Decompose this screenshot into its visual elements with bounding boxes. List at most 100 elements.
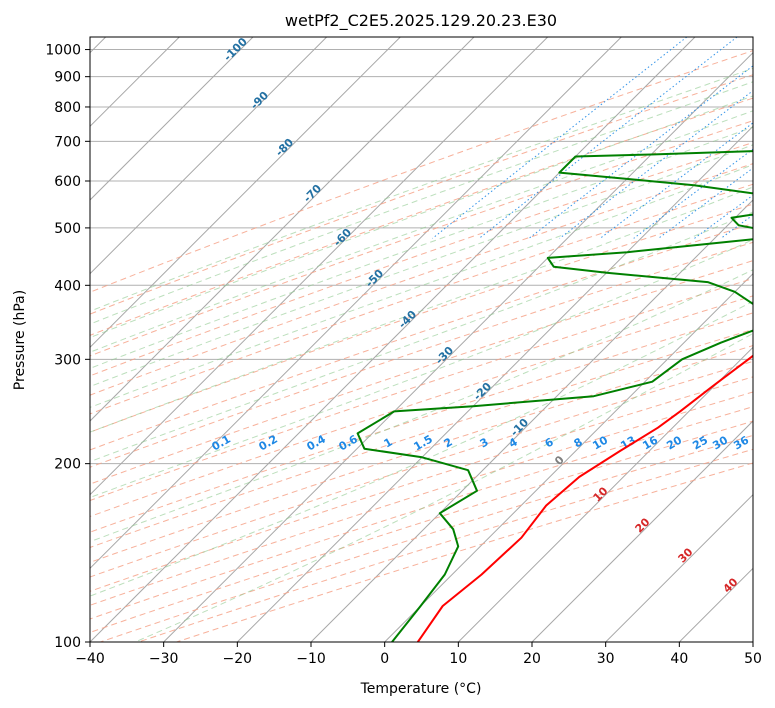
mixing-ratio-line <box>478 37 738 239</box>
y-axis-ticks: 100 200 300 400 500 600 700 800 900 1000 <box>45 43 90 651</box>
dry-adiabat-label: 0 <box>552 453 567 468</box>
dry-adiabat-line <box>90 50 753 293</box>
dry-adiabat-line <box>90 141 753 377</box>
x-tick-label: 50 <box>744 651 762 667</box>
x-tick-label: −30 <box>149 651 179 667</box>
dry-adiabat-line <box>90 183 753 415</box>
dry-adiabat-line <box>90 295 753 518</box>
skewed-isotherms <box>90 37 753 642</box>
dry-adiabat-line <box>90 163 753 396</box>
isotherm-line <box>90 37 475 422</box>
mixing-ratio-line <box>720 214 753 239</box>
plot-frame <box>89 36 754 643</box>
dry-adiabat-label: 20 <box>633 515 653 535</box>
moist-adiabat-line <box>90 95 753 339</box>
dry-adiabat-line <box>90 420 753 633</box>
dry-adiabat-label: 40 <box>721 575 741 595</box>
x-tick-label: −40 <box>75 651 105 667</box>
dry-adiabat-line <box>90 391 753 606</box>
y-tick-label: 900 <box>54 70 81 86</box>
mixing-ratio-label: 25 <box>690 434 710 453</box>
mixing-ratio-label: 2 <box>442 435 455 450</box>
moist-adiabats <box>90 67 753 642</box>
mixing-ratio-label: 36 <box>731 433 751 452</box>
isotherm-line <box>531 420 753 642</box>
moist-adiabat-line <box>134 332 753 642</box>
x-tick-label: 30 <box>597 651 615 667</box>
isotherm-line <box>90 37 549 496</box>
moist-adiabat-line <box>90 300 753 597</box>
dry-adiabat-label: -20 <box>471 380 494 403</box>
dry-adiabat-label: -90 <box>248 89 271 112</box>
dry-adiabat-line <box>100 434 753 642</box>
y-tick-label: 400 <box>54 278 81 294</box>
dry-adiabat-line <box>90 345 753 563</box>
reference-line-labels: -100-90-80-70-60-50-40-30-20-10010203040… <box>210 35 752 596</box>
mixing-ratio-line <box>559 90 753 239</box>
dry-adiabat-label: -60 <box>331 226 354 249</box>
moist-adiabat-line <box>90 81 753 325</box>
mixing-ratio-lines <box>432 37 775 239</box>
isotherm-line <box>310 199 753 642</box>
y-tick-label: 1000 <box>45 43 81 59</box>
isotherm-line <box>457 346 753 642</box>
dewpoint-line <box>356 150 753 642</box>
x-tick-label: −10 <box>296 651 326 667</box>
x-tick-label: −20 <box>223 651 253 667</box>
mixing-ratio-label: 30 <box>710 433 730 452</box>
dry-adiabat-line <box>90 120 753 357</box>
moist-adiabat-line <box>90 126 753 369</box>
dry-adiabat-line <box>90 278 753 502</box>
mixing-ratio-line <box>432 37 688 239</box>
dry-adiabat-line <box>90 260 753 485</box>
dry-adiabat-label: -70 <box>301 182 324 205</box>
dry-adiabat-line <box>90 203 753 433</box>
isotherm-line <box>90 37 696 642</box>
dry-adiabat-line <box>90 360 753 578</box>
dry-adiabat-line <box>90 376 753 592</box>
temperature-line <box>416 354 753 642</box>
x-axis-ticks: −40 −30 −20 −10 0 10 20 30 40 50 <box>75 642 762 667</box>
mixing-ratio-line <box>760 37 775 238</box>
moist-adiabat-line <box>90 110 753 353</box>
chart-title: wetPf2_C2E5.2025.129.20.23.E30 <box>285 11 557 31</box>
isotherm-line <box>384 272 753 642</box>
dry-adiabat-line <box>90 241 753 468</box>
mixing-ratio-label: 0.1 <box>210 432 233 453</box>
moist-adiabat-line <box>90 67 753 312</box>
x-tick-label: 0 <box>380 651 389 667</box>
isotherm-line <box>90 37 254 201</box>
dry-adiabat-label: -40 <box>396 308 419 331</box>
mixing-ratio-line <box>599 122 753 239</box>
mixing-ratio-label: 0.4 <box>305 432 329 453</box>
y-tick-label: 700 <box>54 134 81 150</box>
dry-adiabat-line <box>90 328 753 548</box>
dry-adiabat-label: 30 <box>676 545 696 565</box>
dry-adiabat-line <box>90 222 753 451</box>
dry-adiabats <box>90 50 753 642</box>
dry-adiabat-label: -50 <box>363 267 386 290</box>
x-tick-label: 20 <box>523 651 541 667</box>
dry-adiabat-label: 10 <box>591 484 611 504</box>
isotherm-line <box>605 493 753 642</box>
moist-adiabat-line <box>90 164 753 408</box>
y-tick-label: 600 <box>54 174 81 190</box>
y-axis-label: Pressure (hPa) <box>12 290 28 390</box>
mixing-ratio-line <box>694 194 753 239</box>
x-axis-label: Temperature (°C) <box>360 681 482 697</box>
dry-adiabat-label: -80 <box>273 136 296 159</box>
y-tick-label: 200 <box>54 457 81 473</box>
moist-adiabat-line <box>90 269 753 543</box>
y-tick-label: 300 <box>54 352 81 368</box>
isotherm-line <box>90 37 328 275</box>
x-tick-label: 40 <box>670 651 688 667</box>
mixing-ratio-label: 0.6 <box>337 432 361 453</box>
moist-adiabat-line <box>90 211 753 463</box>
mixing-ratio-label: 8 <box>572 435 585 450</box>
isotherm-line <box>163 51 753 642</box>
isotherm-line <box>752 641 753 642</box>
moist-adiabat-line <box>90 186 753 433</box>
dry-adiabat-line <box>90 74 753 315</box>
moist-adiabat-line <box>90 239 753 499</box>
